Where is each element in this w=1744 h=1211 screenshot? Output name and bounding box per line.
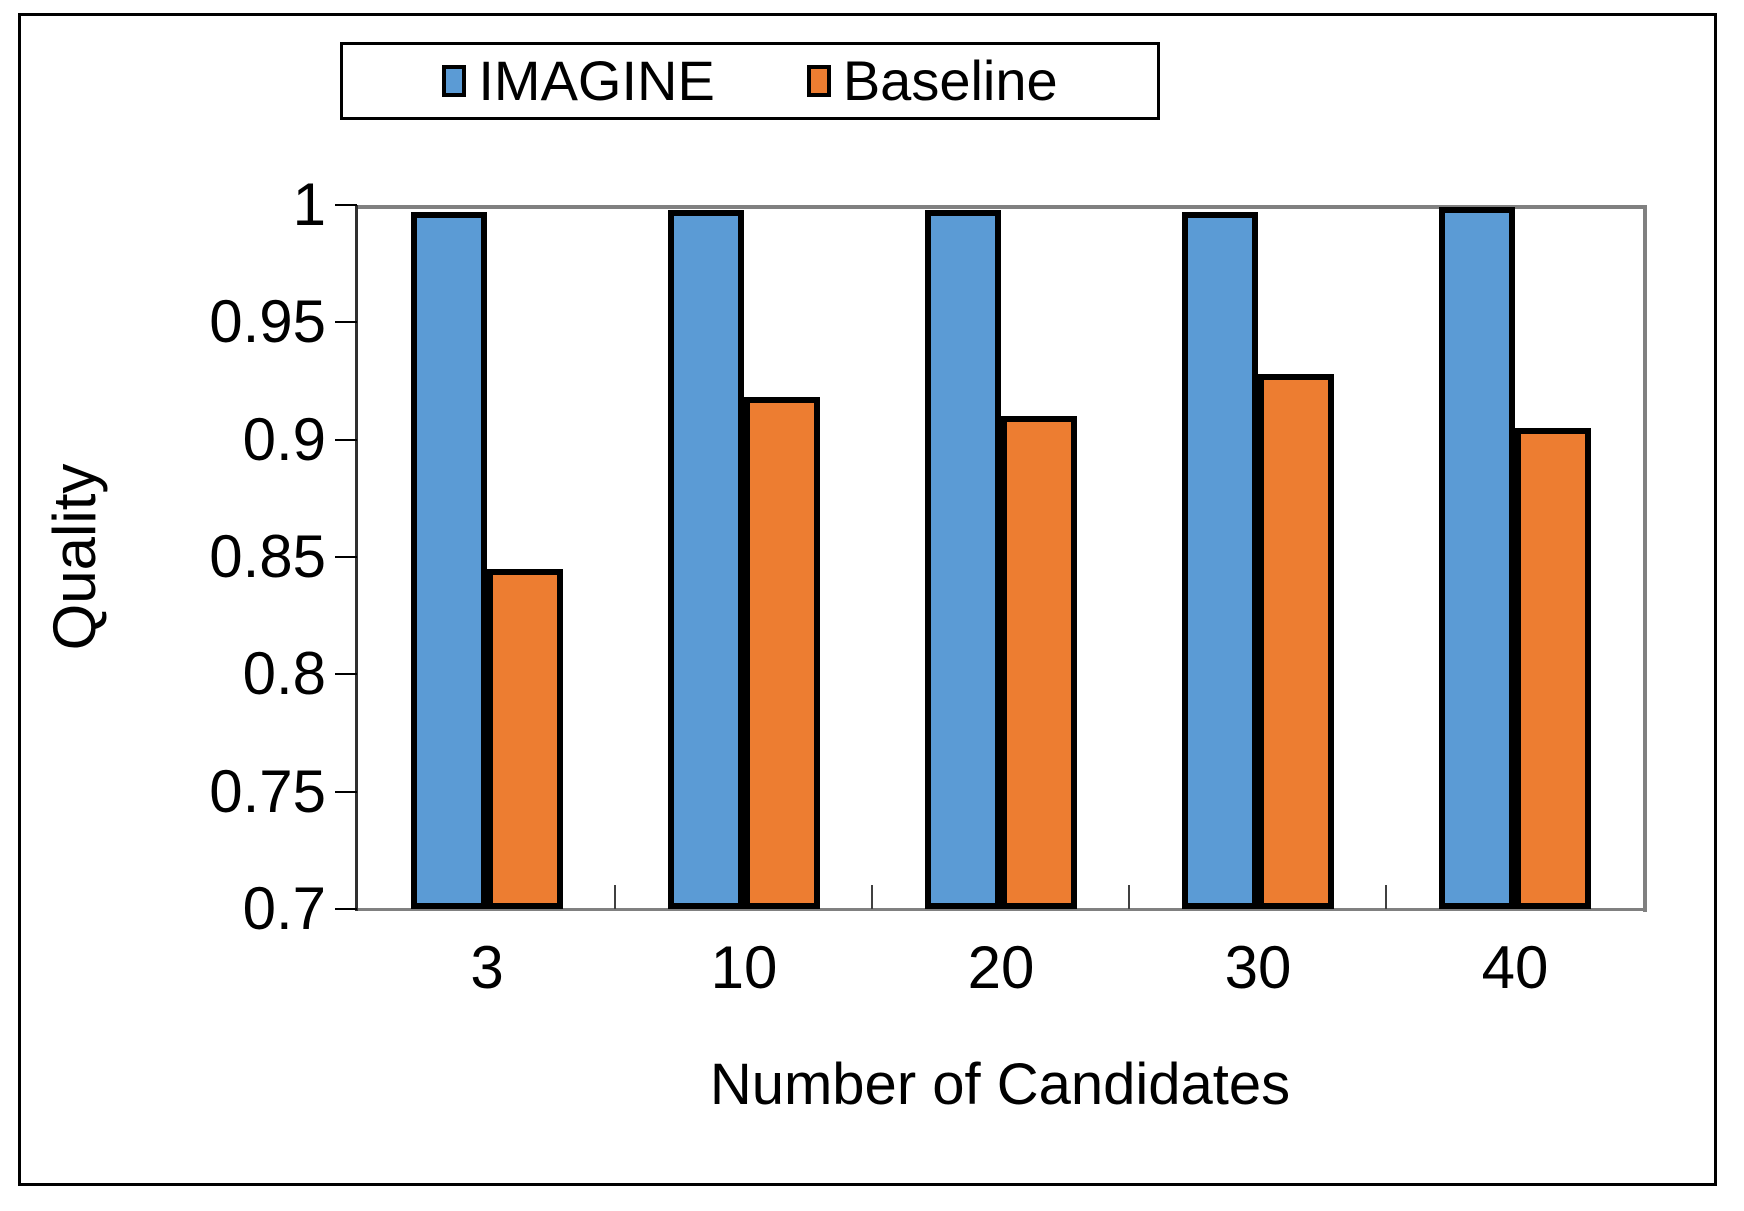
chart-outer-border <box>18 13 1717 1186</box>
x-tick <box>1128 885 1130 909</box>
bar-baseline-30 <box>1258 374 1334 909</box>
legend-label-imagine: IMAGINE <box>478 49 715 112</box>
x-axis-title: Number of Candidates <box>709 1052 1291 1117</box>
x-tick <box>1385 885 1387 909</box>
y-tick <box>335 556 357 558</box>
y-tick <box>335 908 357 910</box>
plot-border-top <box>356 205 1647 209</box>
bar-baseline-20 <box>1001 416 1077 909</box>
legend: IMAGINE Baseline <box>340 42 1160 120</box>
bar-imagine-3 <box>411 212 487 909</box>
legend-entry-imagine: IMAGINE <box>442 49 715 112</box>
y-tick-label: 0.95 <box>209 288 326 355</box>
y-tick <box>335 673 357 675</box>
x-cat-label: 30 <box>1224 934 1292 1001</box>
x-cat-label: 3 <box>470 934 504 1001</box>
bar-baseline-3 <box>487 569 563 909</box>
plot-border-right <box>1643 205 1647 912</box>
bar-imagine-10 <box>668 210 744 909</box>
bar-imagine-30 <box>1182 212 1258 909</box>
y-tick <box>335 439 357 441</box>
y-tick-label: 0.7 <box>242 875 326 942</box>
y-tick <box>335 321 357 323</box>
plot-border-bottom <box>356 908 1647 911</box>
legend-swatch-baseline-icon <box>806 65 831 97</box>
y-tick-label: 1 <box>292 171 326 238</box>
legend-swatch-imagine-icon <box>442 65 467 97</box>
y-tick-label: 0.9 <box>242 406 326 473</box>
x-tick <box>871 885 873 909</box>
y-tick-label: 0.8 <box>242 640 326 707</box>
bar-baseline-40 <box>1515 428 1591 909</box>
y-tick <box>335 204 357 206</box>
x-cat-label: 10 <box>710 934 778 1001</box>
bar-baseline-10 <box>744 397 820 909</box>
y-tick <box>335 791 357 793</box>
bar-imagine-40 <box>1439 207 1515 909</box>
bar-imagine-20 <box>925 210 1001 909</box>
legend-entry-baseline: Baseline <box>806 49 1058 112</box>
legend-label-baseline: Baseline <box>842 49 1058 112</box>
x-tick <box>614 885 616 909</box>
y-tick-label: 0.85 <box>209 523 326 590</box>
y-axis-line <box>355 205 358 911</box>
x-cat-label: 40 <box>1481 934 1549 1001</box>
x-cat-label: 20 <box>967 934 1035 1001</box>
y-tick-label: 0.75 <box>209 758 326 825</box>
